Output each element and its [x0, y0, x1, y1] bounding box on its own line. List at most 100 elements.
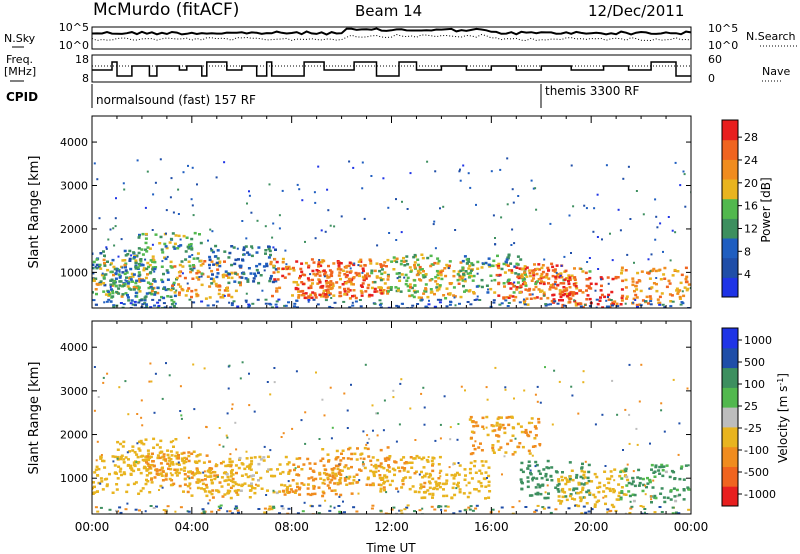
data-cell	[105, 477, 109, 481]
data-cell	[471, 279, 475, 282]
data-cell	[130, 467, 134, 470]
data-cell	[162, 302, 166, 305]
data-cell	[163, 455, 166, 458]
data-cell	[448, 264, 451, 268]
data-cell	[187, 164, 189, 167]
data-cell	[576, 302, 580, 306]
data-cell	[443, 267, 447, 270]
data-cell	[203, 260, 207, 263]
data-cell	[94, 288, 98, 291]
data-cell	[330, 297, 333, 299]
data-cell	[540, 266, 544, 270]
data-cell	[678, 289, 682, 292]
data-cell	[665, 464, 669, 467]
data-cell	[499, 446, 503, 449]
data-cell	[399, 262, 403, 266]
data-cell	[371, 483, 375, 486]
data-cell	[140, 399, 143, 402]
data-cell	[291, 427, 294, 430]
data-cell	[461, 259, 465, 263]
data-cell	[534, 285, 538, 289]
data-cell	[572, 205, 575, 208]
data-cell	[549, 511, 553, 514]
data-cell	[241, 258, 244, 261]
data-cell	[179, 410, 182, 412]
data-cell	[172, 304, 176, 308]
data-cell	[253, 491, 257, 495]
data-cell	[310, 296, 314, 299]
data-cell	[130, 468, 134, 472]
data-cell	[533, 269, 537, 272]
data-cell	[480, 449, 484, 452]
data-cell	[143, 296, 147, 299]
data-cell	[678, 295, 682, 299]
data-cell	[599, 296, 602, 299]
data-cell	[169, 440, 173, 444]
data-cell	[227, 294, 231, 297]
data-cell	[151, 243, 154, 246]
data-cell	[300, 468, 304, 471]
data-cell	[439, 475, 442, 478]
data-cell	[227, 478, 231, 482]
data-cell	[217, 509, 221, 512]
data-cell	[685, 280, 689, 284]
data-cell	[475, 298, 479, 301]
data-cell	[138, 277, 141, 281]
data-cell	[633, 261, 635, 264]
data-cell	[613, 468, 617, 471]
data-cell	[148, 247, 152, 250]
data-cell	[660, 292, 664, 295]
data-cell	[312, 272, 316, 276]
data-cell	[581, 270, 585, 273]
data-cell	[648, 480, 652, 484]
data-cell	[188, 298, 192, 301]
data-cell	[558, 276, 562, 279]
data-cell	[115, 290, 119, 294]
colorbar-tick-label: 12	[744, 222, 758, 235]
data-cell	[329, 280, 333, 283]
data-cell	[336, 467, 340, 471]
data-cell	[317, 165, 320, 168]
data-cell	[562, 286, 566, 289]
data-cell	[287, 507, 291, 510]
data-cell	[172, 211, 175, 214]
data-cell	[680, 301, 684, 304]
data-cell	[504, 299, 508, 302]
data-cell	[568, 461, 572, 464]
data-cell	[267, 247, 271, 251]
data-cell	[281, 261, 285, 264]
data-cell	[263, 511, 267, 514]
data-cell	[421, 476, 425, 479]
station-title: McMurdo (fitACF)	[93, 0, 239, 20]
data-cell	[620, 296, 624, 300]
data-cell	[134, 286, 138, 290]
data-cell	[455, 487, 458, 490]
data-cell	[257, 462, 261, 466]
data-cell	[271, 294, 274, 298]
data-cell	[164, 459, 168, 463]
data-cell	[148, 291, 152, 295]
data-cell	[121, 445, 125, 448]
data-cell	[297, 296, 301, 299]
colorbar-swatch	[722, 328, 738, 349]
power-x-axis-ticks	[91, 116, 692, 308]
data-cell	[304, 442, 307, 445]
data-cell	[269, 253, 272, 257]
data-cell	[462, 273, 465, 276]
data-cell	[281, 470, 285, 474]
data-cell	[386, 258, 390, 262]
data-cell	[486, 477, 488, 479]
data-cell	[102, 459, 106, 463]
data-cell	[352, 475, 356, 479]
data-cell	[84, 462, 87, 465]
data-cell	[225, 274, 229, 277]
data-cell	[207, 239, 209, 242]
data-cell	[582, 505, 586, 508]
data-cell	[144, 510, 147, 513]
data-cell	[650, 286, 654, 289]
data-cell	[371, 470, 375, 474]
data-cell	[539, 281, 542, 285]
colorbar-swatch	[722, 466, 738, 487]
data-cell	[511, 453, 515, 456]
data-cell	[233, 481, 237, 484]
